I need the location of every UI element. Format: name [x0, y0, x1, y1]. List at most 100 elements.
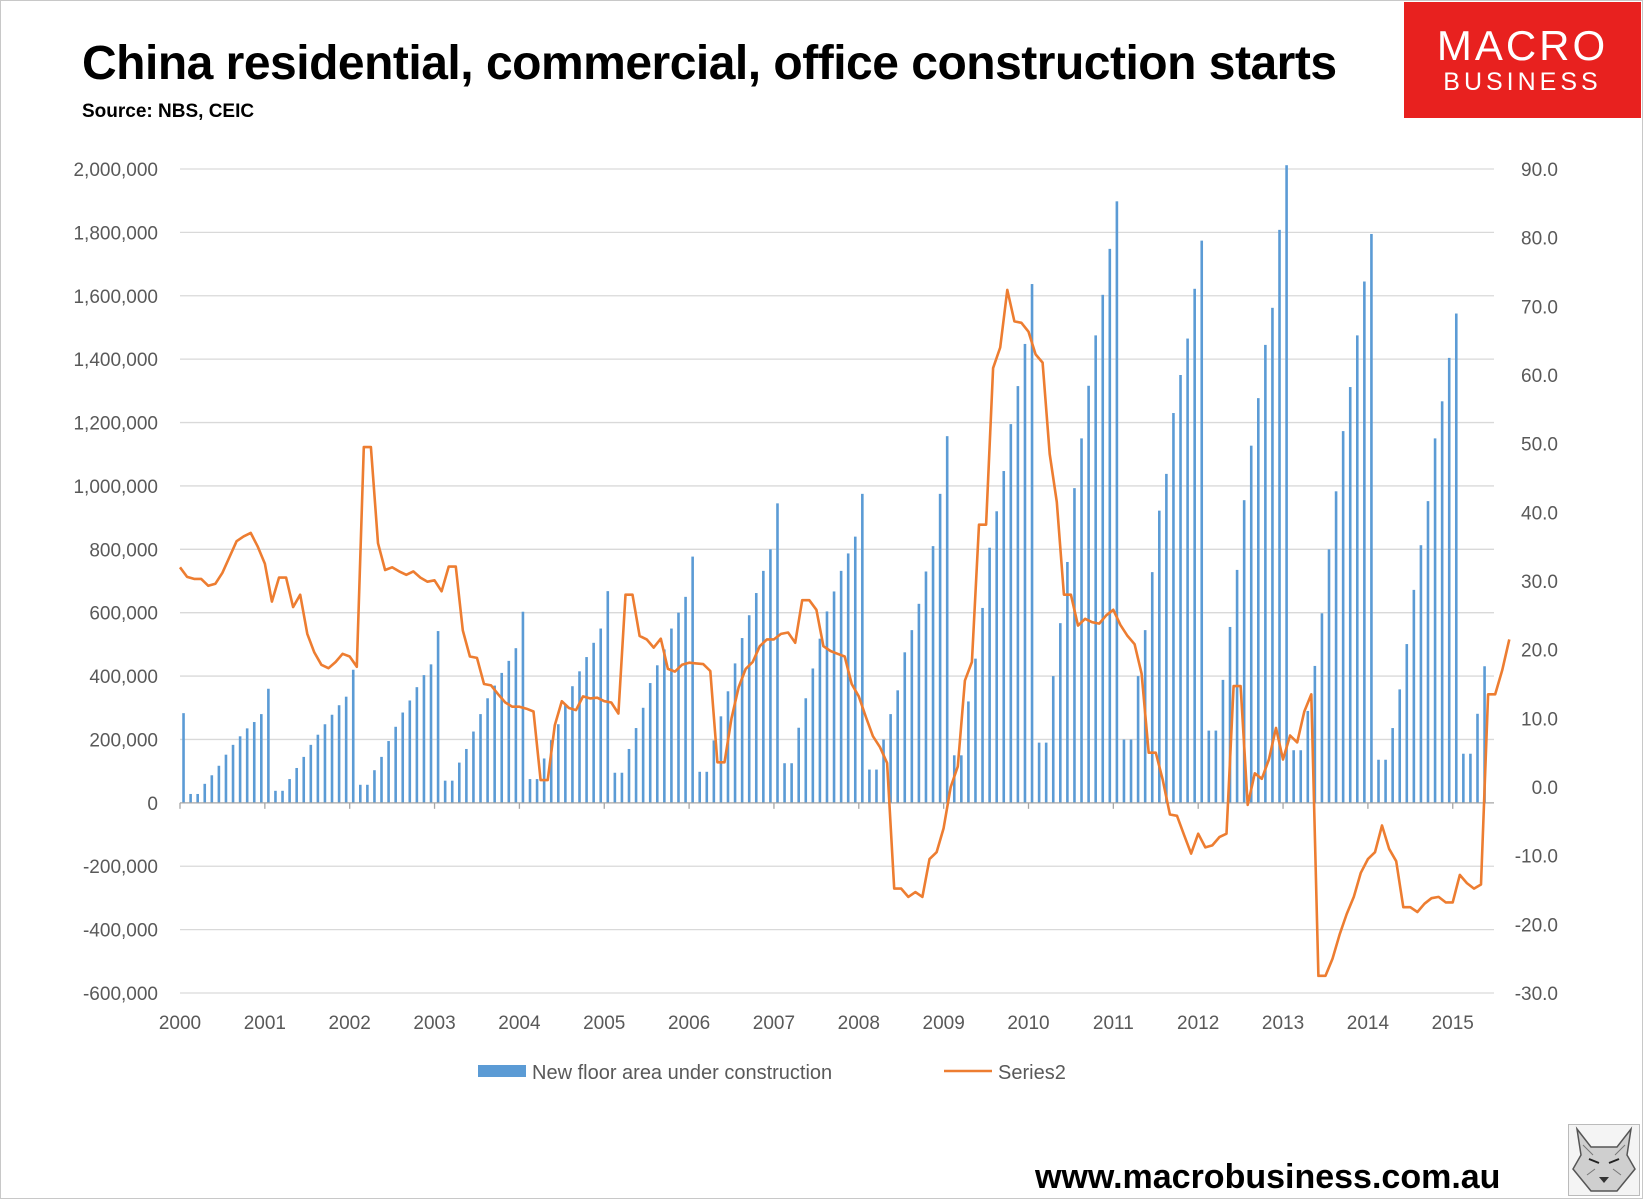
x-tick-label: 2002: [329, 1013, 371, 1034]
logo-line2: BUSINESS: [1443, 68, 1602, 96]
bar: [592, 642, 595, 803]
y-left-tick-label: 2,000,000: [73, 160, 158, 181]
y-left-tick-label: 1,400,000: [73, 350, 158, 371]
bar: [1377, 759, 1380, 803]
legend-label-line: Series2: [998, 1062, 1066, 1084]
bar: [1462, 753, 1465, 803]
bar: [1292, 750, 1295, 803]
bar: [450, 780, 454, 803]
bar: [1101, 294, 1105, 803]
bar: [627, 748, 631, 803]
bar: [670, 628, 673, 803]
bar: [995, 511, 998, 803]
bar: [1228, 626, 1232, 803]
bar: [203, 783, 207, 803]
bar: [344, 696, 348, 803]
series2-line: [178, 288, 1511, 978]
bar: [967, 701, 970, 803]
bar: [380, 756, 383, 803]
bars-layer: [182, 165, 1486, 803]
bar: [1207, 730, 1211, 803]
bar: [337, 705, 341, 803]
legend-label-bars: New floor area under construction: [532, 1062, 832, 1084]
bar: [924, 571, 928, 803]
bar: [988, 547, 991, 803]
bar: [401, 712, 405, 803]
y-left-tick-label: 800,000: [89, 540, 158, 561]
bar: [620, 772, 624, 803]
y-left-tick-label: 1,600,000: [73, 287, 158, 308]
y-left-tick-label: 200,000: [89, 730, 158, 751]
y-left-tick-label: 1,000,000: [73, 477, 158, 498]
y-right-tick-label: 80.0: [1521, 229, 1558, 250]
y-right-tick-label: 20.0: [1521, 641, 1558, 662]
bar: [1066, 561, 1069, 803]
bar: [910, 630, 914, 803]
bar: [960, 755, 963, 803]
bar: [443, 780, 447, 803]
x-tick-label: 2004: [498, 1013, 541, 1034]
bar: [875, 769, 878, 803]
bar: [790, 763, 793, 803]
bar: [776, 503, 779, 803]
bar: [535, 779, 539, 803]
x-tick-label: 2014: [1347, 1013, 1390, 1034]
y-left-tick-label: 400,000: [89, 667, 158, 688]
bar: [1179, 375, 1182, 803]
x-tick-label: 2011: [1093, 1013, 1134, 1034]
bar: [457, 762, 461, 803]
bar: [1278, 229, 1281, 803]
y-left-tick-label: 1,800,000: [73, 223, 158, 244]
bar: [712, 740, 716, 803]
bar: [1348, 387, 1352, 803]
bar: [1186, 338, 1189, 803]
bar: [479, 714, 482, 803]
bar: [238, 736, 242, 803]
bar: [1469, 753, 1472, 803]
bar: [1073, 488, 1076, 803]
bar: [182, 713, 185, 803]
bar: [252, 722, 256, 803]
bar: [274, 790, 277, 803]
bar: [1426, 501, 1430, 803]
bar: [641, 707, 645, 803]
bar: [288, 779, 291, 803]
bar: [1334, 491, 1338, 803]
bar: [613, 772, 617, 803]
bar: [1363, 281, 1366, 803]
bar: [1115, 201, 1119, 803]
bar: [1059, 623, 1062, 803]
bar: [1051, 676, 1055, 803]
bar: [309, 744, 313, 803]
bar: [564, 703, 567, 803]
bar: [811, 668, 815, 803]
bar: [1009, 424, 1013, 803]
bar: [373, 770, 376, 803]
grid-layer: [180, 168, 1494, 994]
y-right-tick-label: 50.0: [1521, 435, 1558, 456]
bar: [556, 724, 560, 803]
bar: [861, 493, 864, 803]
bar: [1264, 344, 1267, 803]
bar: [1221, 679, 1225, 803]
bar: [415, 687, 419, 803]
bar: [783, 763, 786, 803]
chart-title: China residential, commercial, office co…: [82, 37, 1337, 90]
bar: [1271, 307, 1274, 803]
bar: [599, 628, 603, 803]
bar: [1129, 739, 1133, 803]
bar: [281, 790, 284, 803]
bar: [486, 698, 489, 803]
bar: [1037, 742, 1041, 803]
bar: [408, 700, 412, 803]
y-left-tick-label: 600,000: [89, 604, 158, 625]
line-layer: [178, 288, 1511, 978]
bar: [224, 754, 228, 803]
bar: [839, 570, 843, 803]
bar: [436, 631, 440, 803]
bar: [1087, 385, 1090, 803]
y-right-tick-label: -30.0: [1515, 984, 1558, 1005]
bar: [797, 727, 800, 803]
bar: [1165, 473, 1168, 803]
